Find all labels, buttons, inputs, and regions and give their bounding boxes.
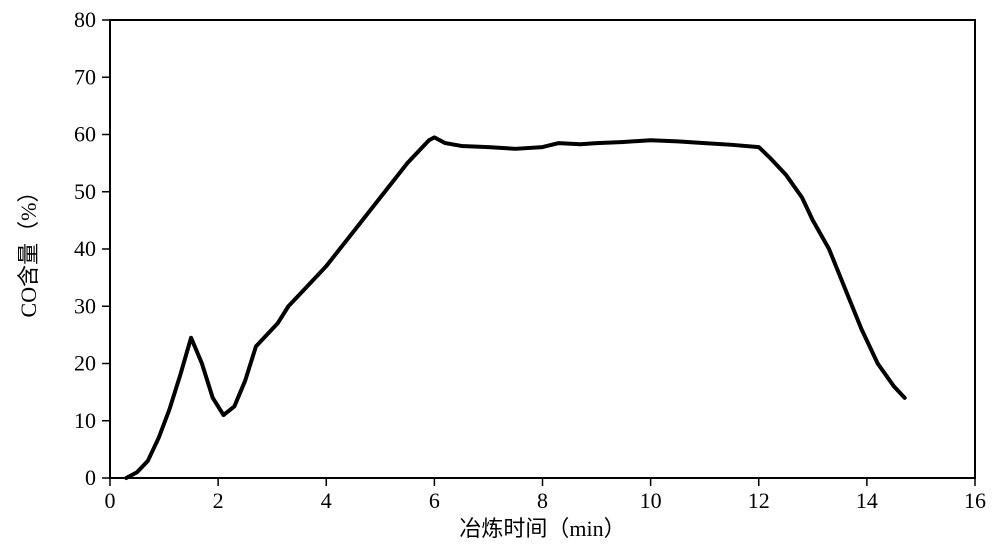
x-tick-label: 6 (429, 488, 440, 513)
y-tick-label: 10 (74, 408, 96, 433)
plot-border (110, 20, 975, 478)
x-tick-label: 16 (964, 488, 986, 513)
y-axis-label: CO含量（%） (16, 181, 41, 318)
y-tick-label: 50 (74, 179, 96, 204)
x-tick-label: 12 (748, 488, 770, 513)
chart-container: 0 2 4 6 8 10 12 14 16 0 10 20 30 40 50 60 70 80 冶炼时间（min） C… (0, 0, 1000, 557)
x-tick-label: 8 (537, 488, 548, 513)
y-tick-label: 60 (74, 122, 96, 147)
x-tick-label: 14 (856, 488, 878, 513)
x-tick-label: 2 (213, 488, 224, 513)
y-tick-label: 0 (85, 465, 96, 490)
x-axis-label: 冶炼时间（min） (459, 516, 625, 541)
x-tick-label: 10 (640, 488, 662, 513)
y-tick-label: 20 (74, 351, 96, 376)
y-tick-label: 40 (74, 236, 96, 261)
y-tick-label: 70 (74, 64, 96, 89)
y-tick-label: 80 (74, 7, 96, 32)
x-tick-label: 4 (321, 488, 332, 513)
line-chart: 0 2 4 6 8 10 12 14 16 0 10 20 30 40 50 60 70 80 冶炼时间（min） C… (0, 0, 1000, 557)
x-tick-label: 0 (105, 488, 116, 513)
y-tick-label: 30 (74, 293, 96, 318)
data-series-line (126, 137, 905, 478)
